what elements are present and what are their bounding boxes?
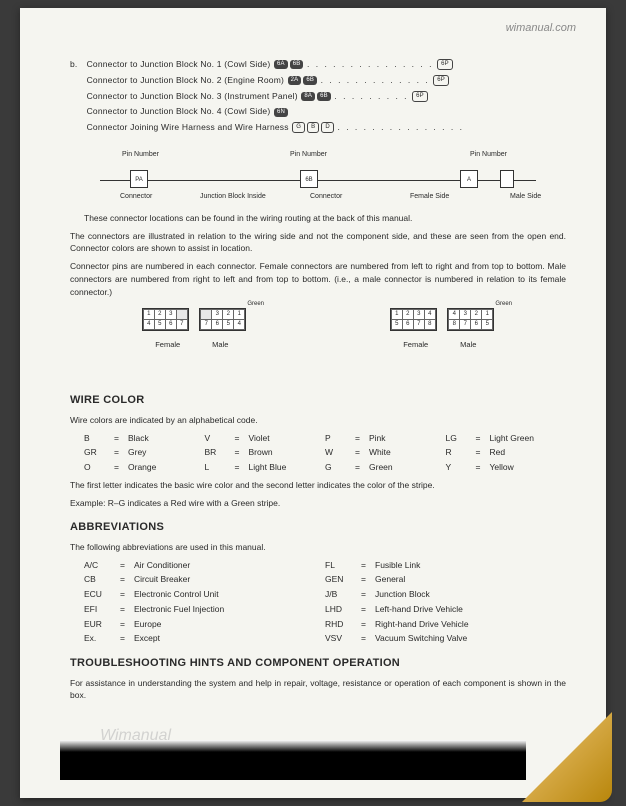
diagram-label: Junction Block Inside <box>200 192 266 203</box>
connector-label: Male <box>443 339 493 350</box>
code-pill: 2A <box>288 76 302 85</box>
diagram-label: Connector <box>120 192 152 203</box>
male-connector-icon: 43218765 <box>447 308 494 331</box>
color-tag: Green <box>495 300 512 309</box>
list-text: Connector Joining Wire Harness and Wire … <box>87 122 289 132</box>
section-heading-abbreviations: ABBREVIATIONS <box>70 519 566 536</box>
list-prefix: b. <box>70 58 84 71</box>
section-heading-troubleshooting: TROUBLESHOOTING HINTS AND COMPONENT OPER… <box>70 655 566 672</box>
abbreviation-row: EUR=Europe <box>84 618 325 631</box>
connector-label: Female <box>391 339 441 350</box>
leader-dots: . . . . . . . . . . . . . <box>321 75 430 85</box>
diagram-label: Connector <box>310 192 342 203</box>
body-paragraph: These connector locations can be found i… <box>70 212 566 225</box>
footer-dark-band <box>60 740 526 780</box>
section-intro: Wire colors are indicated by an alphabet… <box>70 414 566 427</box>
code-pill: 6B <box>290 60 304 69</box>
diagram-label: Pin Number <box>290 150 327 161</box>
connector-list: b. Connector to Junction Block No. 1 (Co… <box>70 58 566 134</box>
abbreviation-row: CB=Circuit Breaker <box>84 573 325 586</box>
diagram-label: Male Side <box>510 192 541 203</box>
wiring-diagram: PA 6B A Pin Number Pin Number Pin Number… <box>70 142 566 202</box>
list-item: Connector to Junction Block No. 4 (Cowl … <box>70 105 566 118</box>
abbreviations-table: A/C=Air ConditionerFL=Fusible LinkCB=Cir… <box>84 559 566 646</box>
leader-dots: . . . . . . . . . . . . . . . <box>307 59 434 69</box>
code-pill: 6A <box>274 60 288 69</box>
connector-label: Male <box>195 339 245 350</box>
color-code-row: R=Red <box>446 446 567 459</box>
code-pill: B <box>307 122 319 133</box>
section-intro: The following abbreviations are used in … <box>70 541 566 554</box>
color-code-row: V=Violet <box>205 432 326 445</box>
abbreviation-row: GEN=General <box>325 573 566 586</box>
abbreviation-row: VSV=Vacuum Switching Valve <box>325 632 566 645</box>
color-code-row: G=Green <box>325 461 446 474</box>
connector-box: A <box>460 170 478 188</box>
list-text: Connector to Junction Block No. 3 (Instr… <box>87 91 298 101</box>
connector-pin-diagram: Green 1234567 3217654 Female Male Green … <box>70 308 566 378</box>
connector-pair-right: Green 12345678 43218765 Female Male <box>342 308 542 378</box>
color-code-row: BR=Brown <box>205 446 326 459</box>
leader-dots: . . . . . . . . . . . . . . . <box>337 122 464 132</box>
diagram-label: Female Side <box>410 192 449 203</box>
abbreviation-row: A/C=Air Conditioner <box>84 559 325 572</box>
wire-color-example: Example: R–G indicates a Red wire with a… <box>70 497 566 510</box>
body-paragraph: Connector pins are numbered in each conn… <box>70 260 566 298</box>
color-code-row: P=Pink <box>325 432 446 445</box>
list-item: Connector Joining Wire Harness and Wire … <box>70 121 566 134</box>
code-pill: D <box>321 122 334 133</box>
code-pill: 6P <box>437 59 453 70</box>
connector-box <box>500 170 514 188</box>
watermark-top: wimanual.com <box>506 20 576 37</box>
leader-dots: . . . . . . . . . <box>334 91 408 101</box>
diagram-label: Pin Number <box>470 150 507 161</box>
color-code-row: B=Black <box>84 432 205 445</box>
connector-box: PA <box>130 170 148 188</box>
female-connector-icon: 1234567 <box>142 308 189 331</box>
color-code-row: O=Orange <box>84 461 205 474</box>
code-pill: 6N <box>274 108 288 117</box>
diagram-label: Pin Number <box>122 150 159 161</box>
abbreviation-row: ECU=Electronic Control Unit <box>84 588 325 601</box>
color-code-row: Y=Yellow <box>446 461 567 474</box>
color-tag: Green <box>247 300 264 309</box>
abbreviation-row: LHD=Left-hand Drive Vehicle <box>325 603 566 616</box>
code-pill: 6P <box>433 75 449 86</box>
wire-color-note: The first letter indicates the basic wir… <box>70 479 566 492</box>
connector-pair-left: Green 1234567 3217654 Female Male <box>94 308 294 378</box>
code-pill: G <box>292 122 305 133</box>
color-code-row: GR=Grey <box>84 446 205 459</box>
male-connector-icon: 3217654 <box>199 308 246 331</box>
color-code-row: W=White <box>325 446 446 459</box>
abbreviation-row: EFI=Electronic Fuel Injection <box>84 603 325 616</box>
document-page: wimanual.com b. Connector to Junction Bl… <box>20 8 606 798</box>
list-text: Connector to Junction Block No. 1 (Cowl … <box>87 59 271 69</box>
color-code-row: LG=Light Green <box>446 432 567 445</box>
list-item: b. Connector to Junction Block No. 1 (Co… <box>70 58 566 71</box>
code-pill: 6B <box>303 76 317 85</box>
list-text: Connector to Junction Block No. 2 (Engin… <box>87 75 284 85</box>
abbreviation-row: Ex.=Except <box>84 632 325 645</box>
list-text: Connector to Junction Block No. 4 (Cowl … <box>87 106 271 116</box>
connector-label: Female <box>143 339 193 350</box>
abbreviation-row: J/B=Junction Block <box>325 588 566 601</box>
abbreviation-row: RHD=Right-hand Drive Vehicle <box>325 618 566 631</box>
list-item: Connector to Junction Block No. 2 (Engin… <box>70 74 566 87</box>
code-pill: 8A <box>301 92 315 101</box>
body-paragraph: The connectors are illustrated in relati… <box>70 230 566 256</box>
section-heading-wire-color: WIRE COLOR <box>70 392 566 409</box>
female-connector-icon: 12345678 <box>390 308 437 331</box>
code-pill: 6P <box>412 91 428 102</box>
list-item: Connector to Junction Block No. 3 (Instr… <box>70 90 566 103</box>
section-intro: For assistance in understanding the syst… <box>70 677 566 703</box>
abbreviation-row: FL=Fusible Link <box>325 559 566 572</box>
connector-box: 6B <box>300 170 318 188</box>
color-code-row: L=Light Blue <box>205 461 326 474</box>
code-pill: 6B <box>317 92 331 101</box>
wire-color-table: B=BlackV=VioletP=PinkLG=Light Green GR=Gr… <box>84 432 566 474</box>
